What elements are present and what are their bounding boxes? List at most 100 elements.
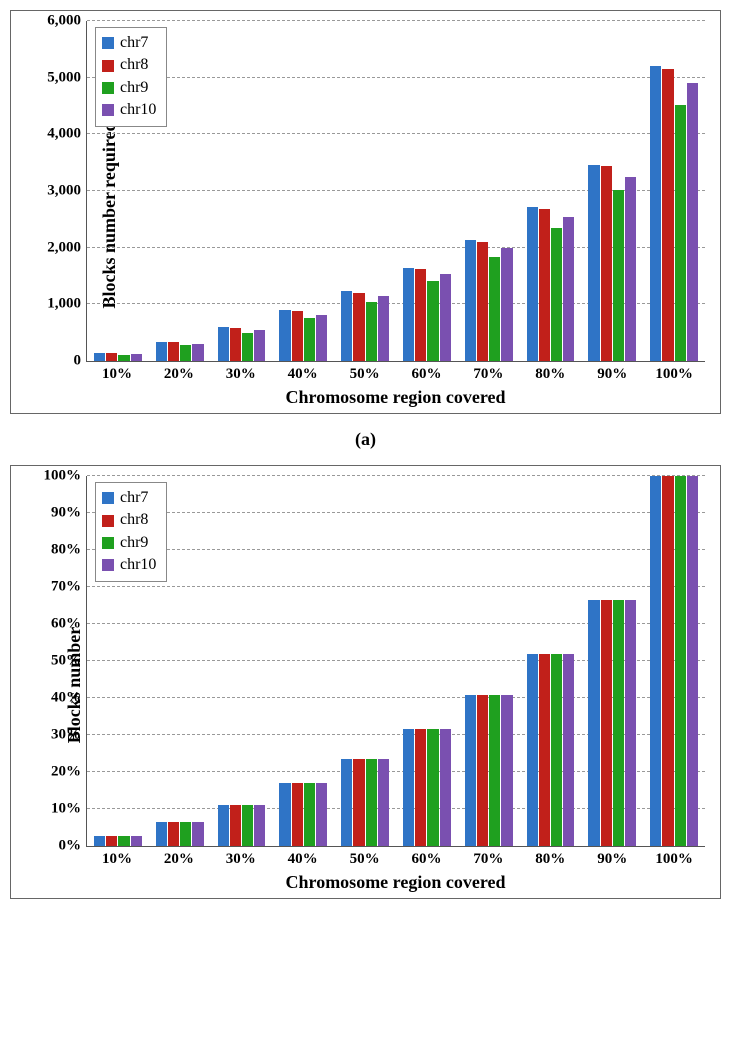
- bar-chr10: [563, 654, 574, 846]
- chart-a-x-ticks: 10%20%30%40%50%60%70%80%90%100%: [86, 366, 705, 383]
- bar-group: [334, 21, 396, 361]
- x-tick-label: 40%: [272, 366, 334, 383]
- legend-label-chr8: chr8: [120, 54, 148, 76]
- bar-chr7: [465, 240, 476, 361]
- y-tick-label: 3,000: [47, 183, 87, 200]
- bar-chr8: [230, 328, 241, 361]
- bar-chr9: [675, 105, 686, 361]
- chart-b-plot-area: chr7chr8chr9chr10 0%10%20%30%40%50%60%70…: [86, 476, 705, 847]
- bar-chr9: [180, 345, 191, 361]
- bar-chr8: [230, 805, 241, 846]
- bar-chr10: [625, 177, 636, 361]
- bar-chr9: [118, 355, 129, 361]
- chart-a-plot-wrap: chr7chr8chr9chr10 01,0002,0003,0004,0005…: [86, 21, 705, 408]
- bar-chr8: [415, 729, 426, 846]
- legend-item-chr10: chr10: [102, 99, 156, 121]
- y-tick-label: 50%: [51, 653, 87, 670]
- bar-group: [643, 476, 705, 846]
- legend-label-chr9: chr9: [120, 77, 148, 99]
- bars-row: [87, 21, 705, 361]
- y-tick-label: 90%: [51, 505, 87, 522]
- bar-chr10: [440, 729, 451, 846]
- bar-chr9: [613, 600, 624, 846]
- x-tick-label: 80%: [519, 851, 581, 868]
- bar-chr8: [353, 293, 364, 361]
- legend-label-chr9: chr9: [120, 532, 148, 554]
- legend-item-chr9: chr9: [102, 77, 156, 99]
- y-tick-label: 40%: [51, 690, 87, 707]
- chart-b-y-label: Blocks number: [64, 626, 85, 743]
- legend-swatch-chr9: [102, 82, 114, 94]
- chart-a-plot-area: chr7chr8chr9chr10 01,0002,0003,0004,0005…: [86, 21, 705, 362]
- bar-chr7: [341, 291, 352, 361]
- bar-chr7: [156, 342, 167, 361]
- y-tick-label: 80%: [51, 542, 87, 559]
- bar-chr9: [366, 302, 377, 362]
- x-tick-label: 70%: [457, 366, 519, 383]
- x-tick-label: 90%: [581, 366, 643, 383]
- bar-chr7: [403, 729, 414, 846]
- x-tick-label: 100%: [643, 366, 705, 383]
- bar-chr10: [192, 822, 203, 846]
- bar-chr8: [353, 759, 364, 846]
- y-tick-label: 4,000: [47, 126, 87, 143]
- bar-chr10: [378, 296, 389, 361]
- bar-chr8: [477, 242, 488, 361]
- bar-chr9: [242, 805, 253, 846]
- bar-chr9: [304, 783, 315, 846]
- bar-chr9: [427, 729, 438, 846]
- y-tick-label: 0: [74, 353, 88, 370]
- bar-chr7: [218, 805, 229, 846]
- bar-chr9: [551, 228, 562, 361]
- bar-chr8: [539, 209, 550, 361]
- bar-chr8: [168, 342, 179, 361]
- chart-a-x-label: Chromosome region covered: [86, 387, 705, 408]
- legend-label-chr7: chr7: [120, 487, 148, 509]
- x-tick-label: 50%: [334, 851, 396, 868]
- bar-chr9: [242, 333, 253, 361]
- bar-chr10: [563, 217, 574, 361]
- bar-group: [458, 21, 520, 361]
- bar-chr8: [539, 654, 550, 846]
- bar-chr9: [675, 476, 686, 846]
- bar-chr9: [118, 836, 129, 846]
- bar-chr10: [316, 783, 327, 846]
- y-tick-label: 60%: [51, 616, 87, 633]
- legend-swatch-chr10: [102, 559, 114, 571]
- x-tick-label: 60%: [396, 851, 458, 868]
- y-tick-label: 20%: [51, 764, 87, 781]
- legend-swatch-chr9: [102, 537, 114, 549]
- bar-chr9: [180, 822, 191, 846]
- y-tick-label: 10%: [51, 801, 87, 818]
- bar-chr9: [304, 318, 315, 361]
- chart-a-legend: chr7chr8chr9chr10: [95, 27, 167, 127]
- sub-label-a: (a): [10, 429, 721, 450]
- bar-chr7: [650, 476, 661, 846]
- y-tick-label: 2,000: [47, 239, 87, 256]
- bar-chr8: [106, 353, 117, 361]
- x-tick-label: 30%: [210, 366, 272, 383]
- bar-chr7: [403, 268, 414, 362]
- bar-chr10: [378, 759, 389, 846]
- bar-group: [581, 476, 643, 846]
- legend-item-chr9: chr9: [102, 532, 156, 554]
- bar-chr8: [168, 822, 179, 846]
- legend-item-chr8: chr8: [102, 509, 156, 531]
- chart-a-container: Blocks number required chr7chr8chr9chr10…: [10, 10, 721, 414]
- bar-chr8: [601, 166, 612, 361]
- y-tick-label: 70%: [51, 579, 87, 596]
- bar-chr7: [527, 207, 538, 361]
- bar-group: [272, 21, 334, 361]
- bar-group: [272, 476, 334, 846]
- x-tick-label: 70%: [457, 851, 519, 868]
- bar-chr10: [501, 248, 512, 361]
- x-tick-label: 80%: [519, 366, 581, 383]
- bar-chr8: [106, 836, 117, 846]
- legend-label-chr10: chr10: [120, 99, 156, 121]
- legend-item-chr7: chr7: [102, 487, 156, 509]
- legend-swatch-chr7: [102, 37, 114, 49]
- bar-chr7: [94, 836, 105, 846]
- chart-b-x-label: Chromosome region covered: [86, 872, 705, 893]
- bar-chr7: [218, 327, 229, 361]
- bar-chr10: [440, 274, 451, 361]
